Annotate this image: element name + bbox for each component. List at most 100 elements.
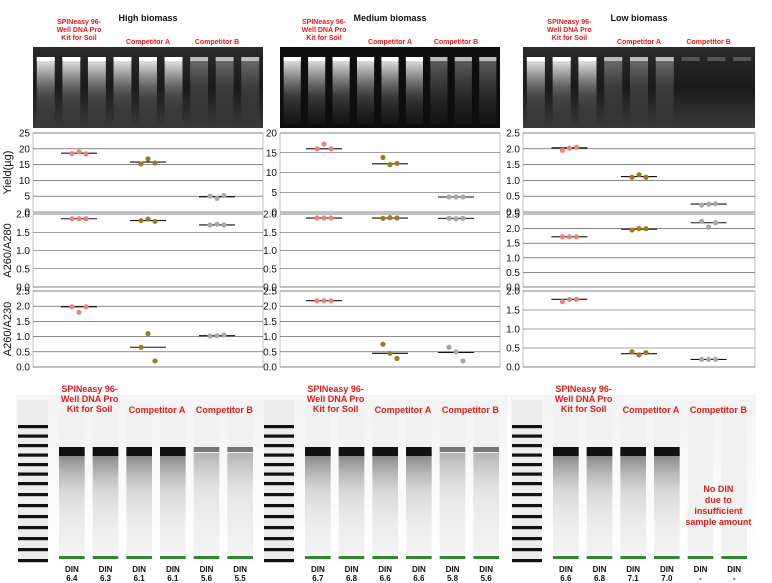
gel-lane: [308, 57, 326, 124]
sample-band: [227, 447, 253, 452]
ladder-band: [512, 537, 542, 541]
gel-lane: [283, 57, 301, 124]
data-point: [566, 145, 573, 151]
group-label: Competitor A: [375, 405, 432, 415]
group-label: SPINeasy 96-Well DNA Pro Kit for Soil: [307, 384, 365, 414]
din-value: 6.3: [100, 574, 112, 583]
data-point: [446, 194, 452, 200]
gel-band: [526, 57, 545, 61]
category-label: Competitor A: [368, 39, 412, 46]
ladder-band: [18, 559, 48, 563]
din-label: DIN: [479, 565, 493, 574]
ladder-band: [264, 537, 294, 541]
gel-band: [241, 57, 260, 61]
ladder-band: [18, 548, 48, 552]
data-point: [380, 215, 386, 221]
data-point: [138, 161, 144, 167]
ladder-band: [512, 463, 542, 467]
din-label: DIN: [345, 565, 359, 574]
din-label: DIN: [65, 565, 79, 574]
data-point: [76, 216, 82, 222]
sample-band: [305, 447, 331, 456]
ladder-band: [18, 537, 48, 541]
tick-label: 2.0: [16, 210, 30, 221]
category-label: Competitor A: [126, 39, 170, 46]
sample-band: [338, 447, 365, 456]
data-point: [221, 192, 227, 199]
lower-marker: [160, 556, 186, 559]
din-label: DIN: [132, 565, 146, 574]
tick-label: 15: [19, 160, 31, 171]
ladder-band: [18, 504, 48, 508]
ladder-band: [512, 493, 542, 497]
data-point: [559, 299, 566, 305]
category-label: SPINeasy 96-Well DNA Pro Kit for Soil: [547, 19, 592, 42]
ladder-band: [512, 453, 542, 457]
gel-band: [604, 57, 623, 61]
din-label: DIN: [378, 565, 392, 574]
data-point: [214, 333, 220, 339]
category-label: SPINeasy 96-Well DNA Pro Kit for Soil: [57, 19, 102, 42]
data-point: [713, 356, 719, 362]
ladder-band: [18, 444, 48, 448]
data-point: [69, 304, 75, 310]
lower-marker: [473, 556, 499, 559]
tick-label: 1.5: [16, 317, 30, 328]
tick-label: 0.5: [263, 264, 277, 275]
data-point: [636, 172, 642, 178]
tick-label: 1.5: [506, 306, 520, 317]
ladder-band: [18, 463, 48, 467]
ladder-band: [264, 515, 294, 519]
plot-row-2: 0.0 0.5 1.0 1.5 2.0 2.5: [263, 287, 501, 374]
sample-smear: [620, 453, 646, 563]
axis-label: Yield(µg): [2, 151, 14, 195]
sample-band: [439, 447, 466, 452]
sample-smear: [406, 453, 432, 563]
tapestation-2: DIN6.6DIN6.8DIN7.1DIN7.0DIN-DIN-SPINeasy…: [510, 384, 756, 583]
din-value: 7.1: [628, 574, 640, 583]
sample-band: [193, 447, 220, 452]
gel-band: [707, 57, 726, 61]
tick-label: 0: [24, 208, 30, 219]
tick-label: 1.0: [263, 246, 277, 257]
gel-band: [283, 57, 301, 61]
group-label: SPINeasy 96-Well DNA Pro Kit for Soil: [61, 384, 119, 414]
data-point: [145, 216, 151, 222]
sample-smear: [654, 453, 680, 563]
data-point: [643, 226, 649, 232]
data-point: [699, 202, 705, 208]
ladder-band: [512, 472, 542, 476]
din-value: -: [699, 574, 702, 583]
ladder-band: [264, 559, 294, 563]
axis-label: A260/A230: [2, 302, 14, 356]
gel-lane: [332, 57, 350, 124]
data-point: [460, 194, 466, 200]
gel-lane: [381, 57, 399, 124]
tick-label: 2.0: [506, 287, 520, 298]
ladder-band: [18, 453, 48, 457]
sample-band: [553, 447, 579, 456]
data-point: [76, 149, 82, 155]
data-point: [629, 349, 635, 355]
group-label: Competitor A: [129, 405, 186, 415]
lower-marker: [721, 556, 747, 559]
gel-lane: [241, 57, 260, 124]
tick-label: 0.5: [16, 264, 30, 275]
lower-marker: [439, 556, 466, 559]
data-point: [706, 356, 712, 362]
data-point: [207, 222, 213, 228]
data-point: [145, 156, 151, 162]
lower-marker: [406, 556, 432, 559]
din-label: DIN: [694, 565, 708, 574]
data-point: [706, 201, 712, 207]
tick-label: 2.0: [263, 302, 277, 313]
ladder-band: [512, 444, 542, 448]
group-label: Competitor B: [196, 405, 253, 415]
din-value: 6.1: [167, 574, 179, 583]
plot-frame: [522, 213, 756, 288]
lower-marker: [338, 556, 365, 559]
data-point: [394, 215, 400, 221]
tick-label: 0.0: [506, 363, 520, 374]
sample-smear: [372, 453, 398, 563]
